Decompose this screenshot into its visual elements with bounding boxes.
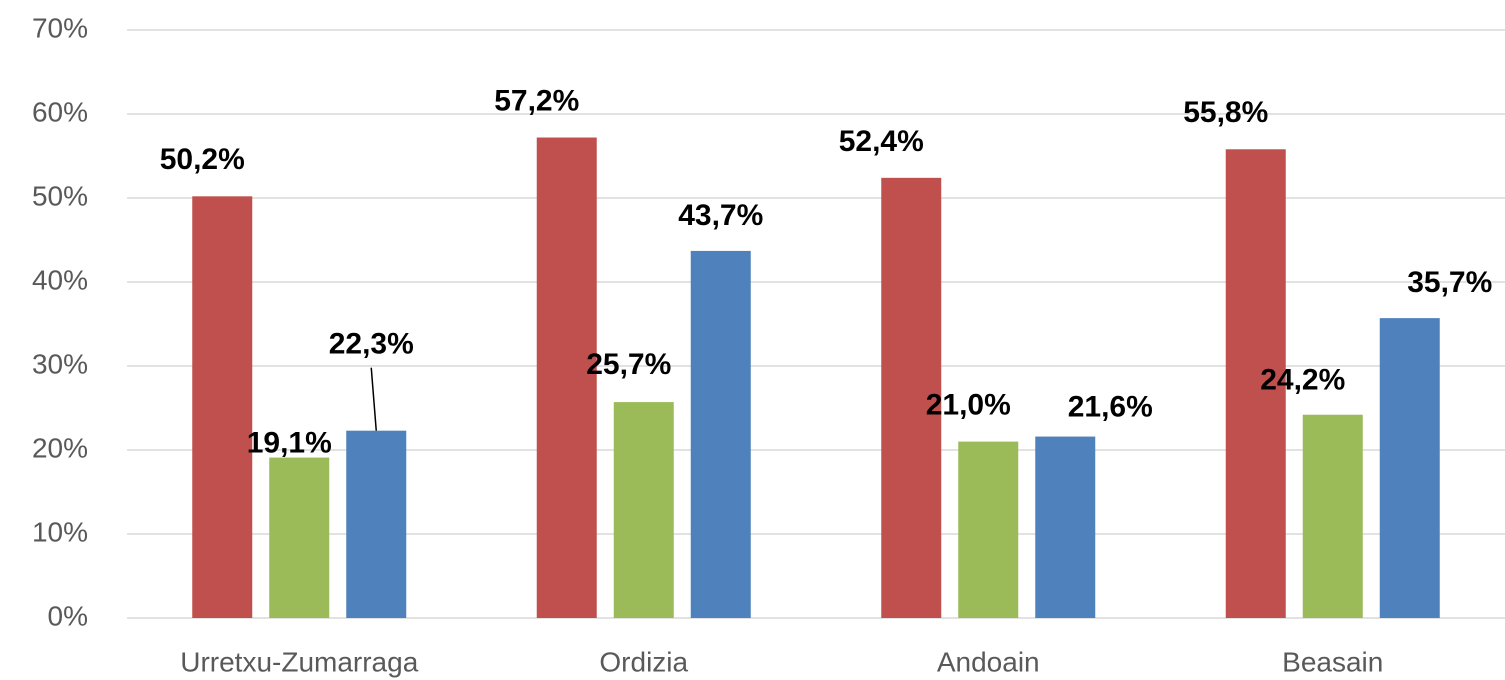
value-label: 22,3% — [329, 328, 414, 361]
y-tick-label: 0% — [48, 600, 88, 631]
y-tick-label: 70% — [32, 12, 88, 43]
bar — [1302, 414, 1363, 618]
x-tick-label: Beasain — [1282, 646, 1383, 677]
value-label: 25,7% — [586, 348, 671, 381]
bar — [690, 250, 751, 619]
bar — [613, 402, 674, 618]
value-label: 21,6% — [1068, 390, 1153, 423]
x-tick-label: Urretxu-Zumarraga — [180, 646, 418, 677]
y-tick-label: 40% — [32, 264, 88, 295]
bar — [269, 457, 330, 618]
value-label: 55,8% — [1183, 96, 1268, 129]
y-tick-label: 60% — [32, 96, 88, 127]
value-label: 24,2% — [1260, 364, 1345, 397]
value-label: 43,7% — [678, 199, 763, 232]
leader-line — [370, 367, 377, 431]
value-label: 19,1% — [247, 426, 332, 459]
value-label: 52,4% — [839, 125, 924, 158]
value-label: 50,2% — [160, 143, 245, 176]
bar — [1225, 149, 1286, 618]
y-tick-label: 20% — [32, 432, 88, 463]
bar — [536, 137, 597, 618]
bar — [958, 441, 1019, 618]
x-tick-label: Ordizia — [599, 646, 688, 677]
y-tick-label: 50% — [32, 180, 88, 211]
bar — [881, 177, 942, 618]
bar — [346, 430, 407, 618]
x-tick-label: Andoain — [937, 646, 1040, 677]
value-label: 21,0% — [926, 389, 1011, 422]
bar — [192, 196, 253, 618]
y-tick-label: 30% — [32, 348, 88, 379]
bar — [1379, 318, 1440, 618]
value-label: 35,7% — [1407, 266, 1492, 299]
y-tick-label: 10% — [32, 516, 88, 547]
bar — [1035, 436, 1096, 618]
value-label: 57,2% — [494, 84, 579, 117]
